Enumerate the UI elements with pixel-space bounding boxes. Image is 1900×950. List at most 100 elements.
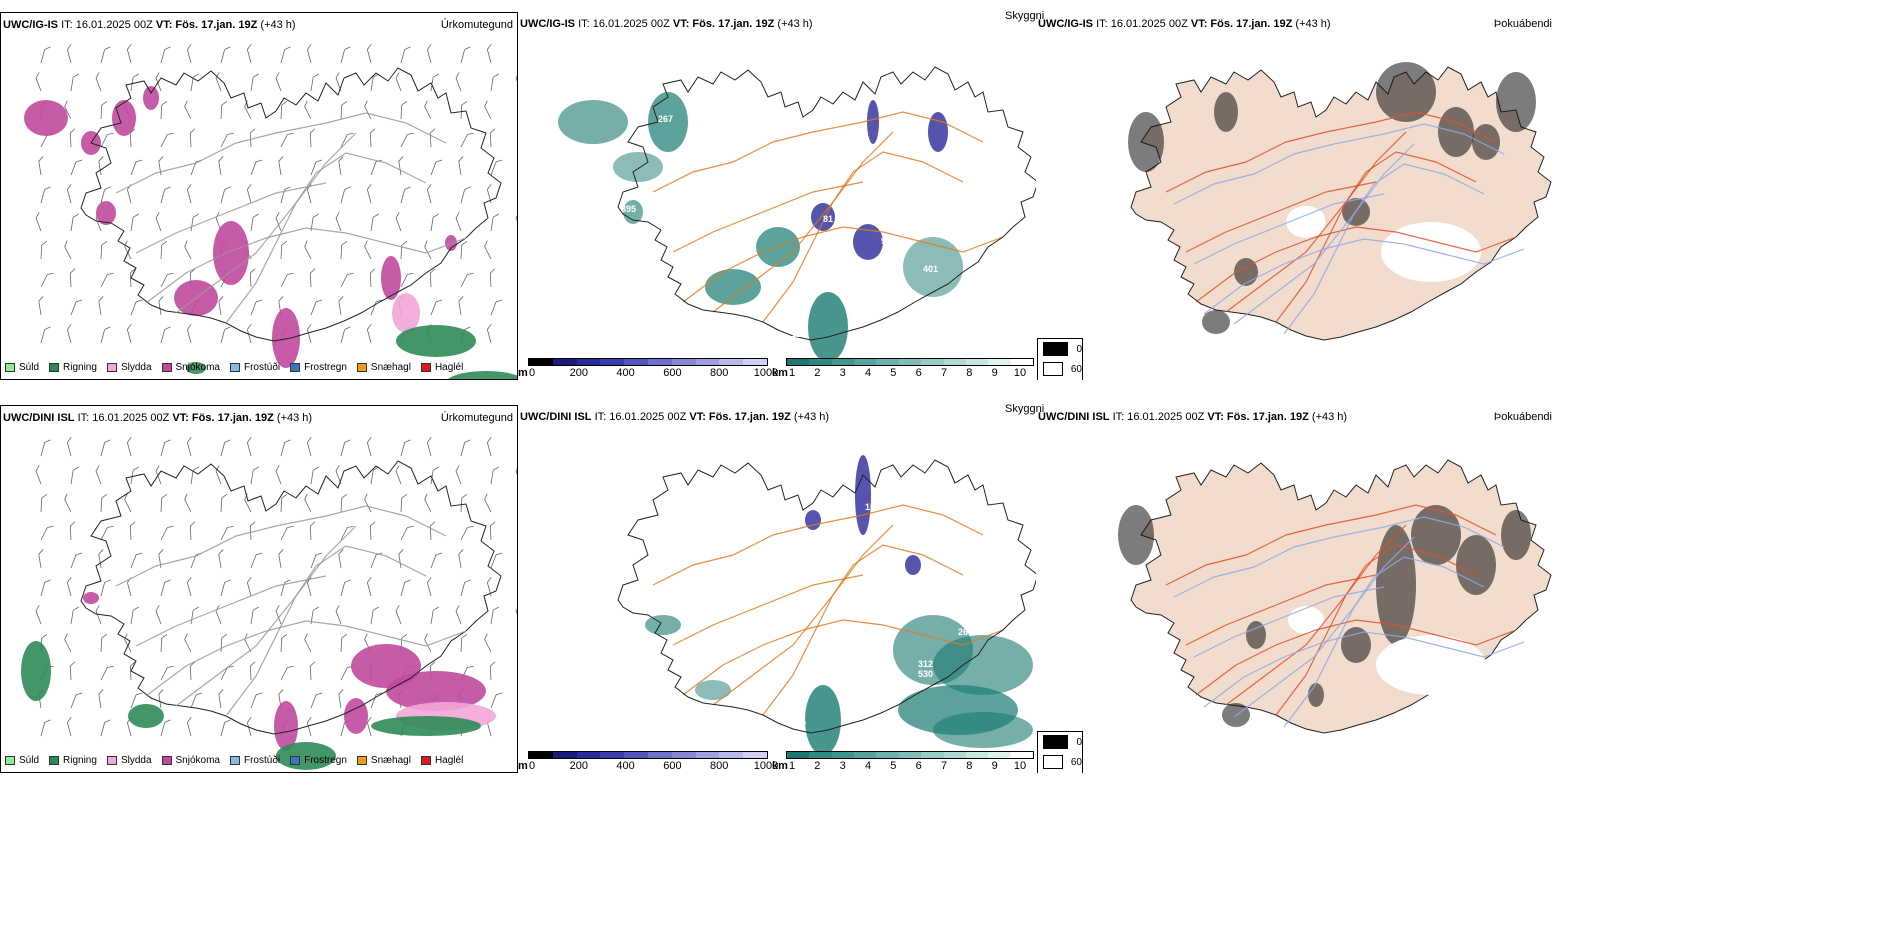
model-name: UWC/IG-IS <box>1038 18 1093 30</box>
lead-time: (+43 h) <box>276 412 313 424</box>
visibility-label: 312 <box>918 659 933 669</box>
init-time: IT: 16.01.2025 00Z <box>594 411 687 423</box>
colorbar-unit: m <box>518 367 528 379</box>
colorbar-tick: 8 <box>966 367 973 379</box>
map-panel-fog-index-row1: UWC/IG-IS IT: 16.01.2025 00Z VT: Fös. 17… <box>1036 12 1556 380</box>
legend-item: Rigning <box>49 362 97 373</box>
valid-time: VT: Fös. 17.jan. 19Z <box>1190 18 1293 30</box>
panel-header: UWC/IG-IS IT: 16.01.2025 00Z VT: Fös. 17… <box>3 19 296 31</box>
valid-time: VT: Fös. 17.jan. 19Z <box>172 412 274 424</box>
legend-item: Frostúði <box>229 362 280 373</box>
legend-item: Rigning <box>49 755 97 766</box>
init-time: IT: 16.01.2025 00Z <box>578 18 670 30</box>
panel-title: Skyggni <box>1005 403 1045 415</box>
colorbar-tick: 1000 <box>753 367 779 379</box>
visibility-label: 530 <box>918 669 933 679</box>
visibility-label: 395 <box>621 204 636 214</box>
colorbar-unit: km <box>772 760 788 772</box>
fog-index-map <box>1128 62 1552 341</box>
cloudbase-colorbar: 0 200 400 600 800 1000 m <box>518 751 778 773</box>
valid-time: VT: Fös. 17.jan. 19Z <box>155 19 258 31</box>
colorbar-unit: km <box>772 367 788 379</box>
panel-header: UWC/IG-IS IT: 16.01.2025 00Z VT: Fös. 17… <box>520 18 813 30</box>
colorbar-tick: 0 <box>528 760 536 772</box>
colorbar-unit: m <box>518 760 528 772</box>
model-name: UWC/DINI ISL <box>520 411 592 423</box>
lead-time: (+43 h) <box>777 18 813 30</box>
precip-type-legend: Súld Rigning Slydda Snjókoma Frostúði Frostre… <box>5 362 463 373</box>
colorbar-tick: 2 <box>814 367 821 379</box>
colorbar-tick: 800 <box>710 760 729 772</box>
visibility-label: 73 <box>913 577 923 587</box>
legend-item: Snjókoma <box>161 755 220 766</box>
model-name: UWC/DINI ISL <box>1038 411 1110 423</box>
panel-title: Skyggni <box>1005 10 1045 22</box>
lead-time: (+43 h) <box>1295 18 1331 30</box>
legend-item: Frostúði <box>229 755 280 766</box>
visibility-label: 46 <box>868 557 878 567</box>
colorbar-tick: 6 <box>915 367 922 379</box>
legend-item: Haglél <box>420 755 463 766</box>
legend-item: Snæhagl <box>356 755 411 766</box>
legend-item: Súld <box>5 755 39 766</box>
visibility-colorbar: 1 2 3 4 5 6 7 8 9 10 km <box>772 751 1034 773</box>
colorbar-tick: 5 <box>890 367 897 379</box>
map-panel-visibility-row2: 16 46 73 265 312 530 72 315 UWC/DINI ISL IT: 16… <box>518 405 1036 773</box>
cloudbase-colorbar: 0 200 400 600 800 1000 m <box>518 358 778 380</box>
visibility-label: 267 <box>658 114 673 124</box>
visibility-label: 72 <box>791 697 801 707</box>
visibility-label: 81 <box>823 214 833 224</box>
visibility-label: 265 <box>958 627 973 637</box>
visibility-label: 125 <box>791 329 806 339</box>
colorbar-tick: 600 <box>663 367 682 379</box>
legend-item: Frostregn <box>290 755 347 766</box>
legend-item: Haglél <box>420 362 463 373</box>
colorbar-tick: 7 <box>940 760 948 772</box>
init-time: IT: 16.01.2025 00Z <box>77 412 170 424</box>
model-name: UWC/DINI ISL <box>3 412 75 424</box>
visibility-label: 43 <box>726 246 736 256</box>
panel-title: Þokuábendi <box>1493 18 1552 30</box>
colorbar-tick: 5 <box>890 760 897 772</box>
valid-time: VT: Fös. 17.jan. 19Z <box>1207 411 1309 423</box>
colorbar-tick: 3 <box>839 760 846 772</box>
panel-header: UWC/DINI ISL IT: 16.01.2025 00Z VT: Fös.… <box>520 411 829 423</box>
visibility-colorbar: 1 2 3 4 5 6 7 8 9 10 km <box>772 358 1034 380</box>
precip-type-map <box>24 44 517 379</box>
fog-index-legend: 0 60 <box>1037 731 1083 773</box>
init-time: IT: 16.01.2025 00Z <box>1112 411 1205 423</box>
colorbar-tick: 800 <box>710 367 729 379</box>
colorbar-tick: 2 <box>814 760 821 772</box>
legend-item: Frostregn <box>290 362 347 373</box>
colorbar-tick: 9 <box>991 760 998 772</box>
init-time: IT: 16.01.2025 00Z <box>61 19 153 31</box>
colorbar-tick: 200 <box>569 760 588 772</box>
legend-item: 60 <box>1038 359 1082 379</box>
legend-item: 0 <box>1038 339 1082 359</box>
map-panel-precip-type-row1: UWC/IG-IS IT: 16.01.2025 00Z VT: Fös. 17… <box>0 12 518 380</box>
visibility-label: 76 <box>791 304 801 314</box>
lead-time: (+43 h) <box>793 411 830 423</box>
visibility-map: 267 395 43 81 93 401 76 125 <box>558 66 1036 362</box>
visibility-label: 16 <box>865 502 875 512</box>
lead-time: (+43 h) <box>1311 411 1348 423</box>
precip-type-legend: Súld Rigning Slydda Snjókoma Frostúði Frostre… <box>5 755 463 766</box>
legend-item: 60 <box>1038 752 1082 772</box>
panel-title: Þokuábendi <box>1493 411 1552 423</box>
colorbar-tick: 8 <box>966 760 973 772</box>
colorbar-tick: 4 <box>864 760 872 772</box>
colorbar-tick: 7 <box>940 367 948 379</box>
fog-index-legend: 0 60 <box>1037 338 1083 380</box>
panel-title: Úrkomutegund <box>440 412 513 424</box>
colorbar-tick: 400 <box>616 367 635 379</box>
colorbar-tick: 1000 <box>753 760 779 772</box>
legend-item: 0 <box>1038 732 1082 752</box>
legend-item: Slydda <box>106 362 152 373</box>
valid-time: VT: Fös. 17.jan. 19Z <box>689 411 791 423</box>
precip-type-map <box>21 437 517 770</box>
colorbar-tick: 10 <box>1013 367 1027 379</box>
colorbar-tick: 600 <box>663 760 682 772</box>
colorbar-tick: 400 <box>616 760 635 772</box>
colorbar-tick: 200 <box>569 367 588 379</box>
